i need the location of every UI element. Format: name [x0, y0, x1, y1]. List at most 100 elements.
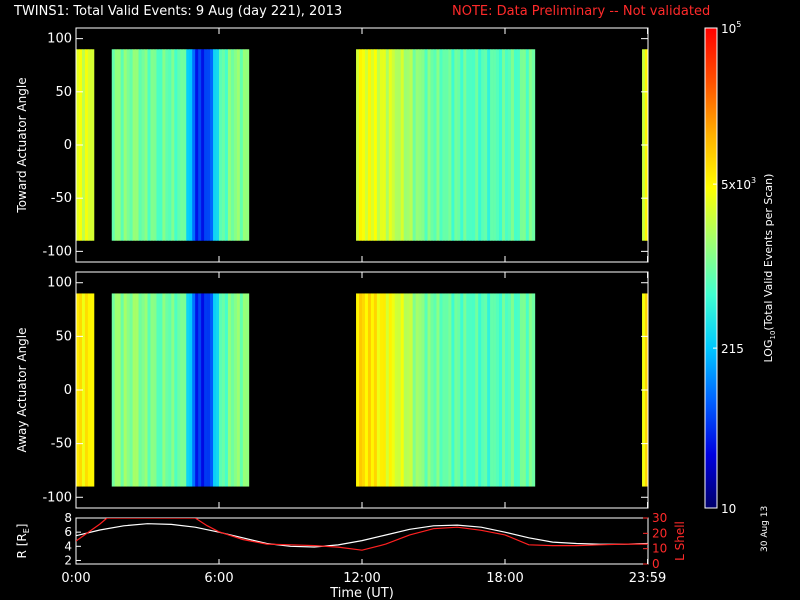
heatmap-cell	[451, 293, 455, 487]
y-tick-label: 2	[64, 553, 72, 567]
colorbar-label: LOG10(Total Valid Events per Scan)	[762, 174, 777, 363]
heatmap-cell	[221, 293, 226, 487]
heatmap-cell	[466, 49, 470, 241]
heatmap-cell	[439, 49, 443, 241]
heatmap-cell	[433, 49, 437, 241]
heatmap-cell	[433, 293, 437, 487]
heatmap-cell	[227, 49, 232, 241]
heatmap-cell	[421, 293, 425, 487]
heatmap-cell	[204, 293, 208, 487]
heatmap-cell	[359, 49, 363, 241]
heatmap-cell	[388, 49, 393, 241]
heatmap-cell	[180, 293, 184, 487]
heatmap-cell	[528, 49, 533, 241]
heatmap-cell	[430, 49, 434, 241]
heatmap-cell	[502, 49, 506, 241]
heatmap-cell	[370, 49, 375, 241]
x-axis-label: Time (UT)	[329, 586, 394, 600]
heatmap-cell	[159, 293, 163, 487]
heatmap-cell	[507, 49, 512, 241]
heatmap-cell	[207, 49, 211, 241]
heatmap-cell	[367, 293, 372, 487]
colorbar-tick-label: 215	[721, 342, 744, 356]
heatmap-cell	[210, 293, 214, 487]
heatmap-cell	[135, 293, 139, 487]
heatmap-cell	[373, 293, 378, 487]
x-tick-label: 6:00	[204, 571, 233, 586]
heatmap-cell	[150, 49, 154, 241]
y-tick-label-right: 0	[652, 557, 660, 571]
heatmap-cell	[510, 293, 515, 487]
heatmap-cell	[484, 49, 488, 241]
heatmap-cell	[388, 293, 393, 487]
heatmap-cell	[245, 49, 250, 241]
heatmap-cell	[409, 293, 414, 487]
y-axis-label: Toward Actuator Angle	[15, 77, 29, 213]
heatmap-cell	[496, 49, 500, 241]
heatmap-cell	[153, 293, 157, 487]
heatmap-cell	[141, 293, 145, 487]
heatmap-cell	[219, 293, 223, 487]
colorbar-gradient	[704, 27, 718, 509]
heatmap-cell	[156, 293, 160, 487]
heatmap-cell	[475, 293, 479, 487]
heatmap-cell	[531, 49, 536, 241]
heatmap-cell	[448, 49, 452, 241]
heatmap-cell	[522, 293, 527, 487]
heatmap-cell	[472, 49, 476, 241]
heatmap-cell	[516, 293, 521, 487]
colorbar-tick-label: 10	[721, 502, 736, 516]
heatmap-cell	[364, 49, 369, 241]
heatmap-cell	[356, 293, 360, 487]
heatmap-cell	[162, 293, 166, 487]
heatmap-cell	[510, 49, 515, 241]
heatmap-cell	[460, 293, 464, 487]
heatmap-cell	[394, 293, 399, 487]
heatmap-cell	[522, 49, 527, 241]
heatmap-cell	[531, 293, 536, 487]
heatmap-cell	[126, 293, 131, 487]
y-axis-label: Away Actuator Angle	[15, 327, 29, 452]
heatmap-cell	[120, 49, 125, 241]
heatmap-cell	[81, 49, 86, 241]
heatmap-cell	[513, 293, 518, 487]
heatmap-cell	[239, 49, 244, 241]
heatmap-cell	[364, 293, 369, 487]
heatmap-cell	[481, 293, 485, 487]
heatmap-cell	[177, 293, 181, 487]
heatmap-cell	[221, 49, 226, 241]
heatmap-cell	[424, 293, 428, 487]
y-tick-label: 50	[55, 85, 72, 100]
y-tick-label: -100	[42, 244, 72, 259]
y-tick-label-right: 10	[652, 542, 667, 556]
heatmap-cell	[418, 49, 422, 241]
heatmap-cell	[379, 49, 384, 241]
heatmap-cell	[451, 49, 455, 241]
heatmap-cell	[505, 293, 509, 487]
heatmap-cell	[430, 293, 434, 487]
heatmap-cell	[525, 293, 530, 487]
heatmap-cell	[513, 49, 518, 241]
heatmap-cell	[487, 49, 491, 241]
heatmap-cell	[412, 49, 417, 241]
heatmap-cell	[424, 49, 428, 241]
heatmap-cell	[230, 293, 235, 487]
heatmap-cell	[207, 293, 211, 487]
heatmap-cell	[415, 49, 420, 241]
colorbar-tick-label: 5x103	[721, 176, 756, 192]
away-heatmap-panel: 100 50 0 -50 -100 Away Actuator Angle	[15, 271, 649, 509]
heatmap-cell	[481, 49, 485, 241]
heatmap-cell	[189, 49, 193, 241]
heatmap-cell	[117, 49, 122, 241]
heatmap-cell	[391, 293, 396, 487]
heatmap-cell	[370, 293, 375, 487]
heatmap-cell	[165, 49, 169, 241]
heatmap-cell	[138, 49, 142, 241]
heatmap-cell	[90, 293, 95, 487]
heatmap-cell	[216, 293, 220, 487]
heatmap-cell	[153, 49, 157, 241]
heatmap-cell	[528, 293, 533, 487]
heatmap-cell	[478, 293, 482, 487]
heatmap-cell	[376, 293, 381, 487]
radius-axis-label: R [RE]	[15, 524, 31, 559]
